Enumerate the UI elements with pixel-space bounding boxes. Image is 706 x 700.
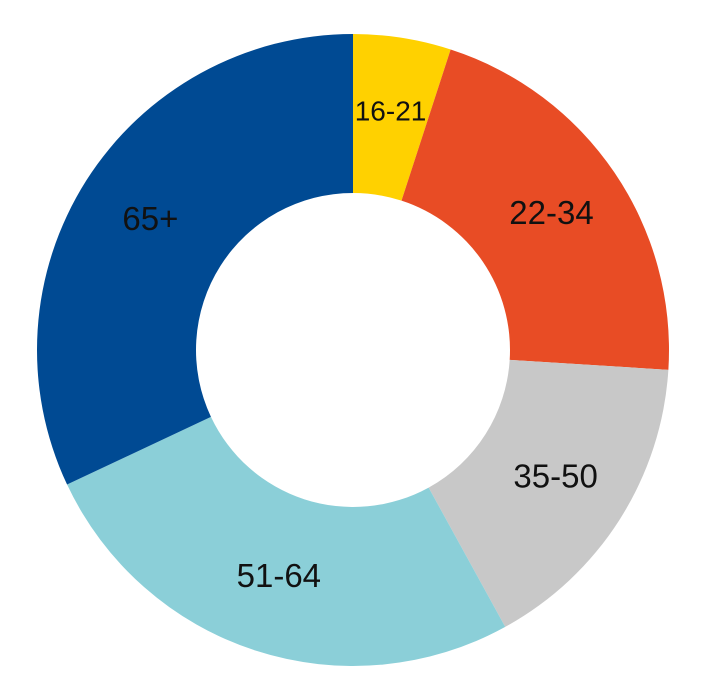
slice-label: 22-34 xyxy=(509,194,593,231)
donut-slice xyxy=(36,34,353,485)
donut-slice xyxy=(67,416,506,666)
slice-label: 51-64 xyxy=(237,557,321,594)
donut-slice xyxy=(401,49,670,370)
slice-label: 16-21 xyxy=(355,95,427,126)
donut-slice xyxy=(353,34,451,201)
slice-label: 35-50 xyxy=(513,457,597,494)
slice-label: 65+ xyxy=(122,200,178,237)
donut-slice xyxy=(428,359,669,627)
